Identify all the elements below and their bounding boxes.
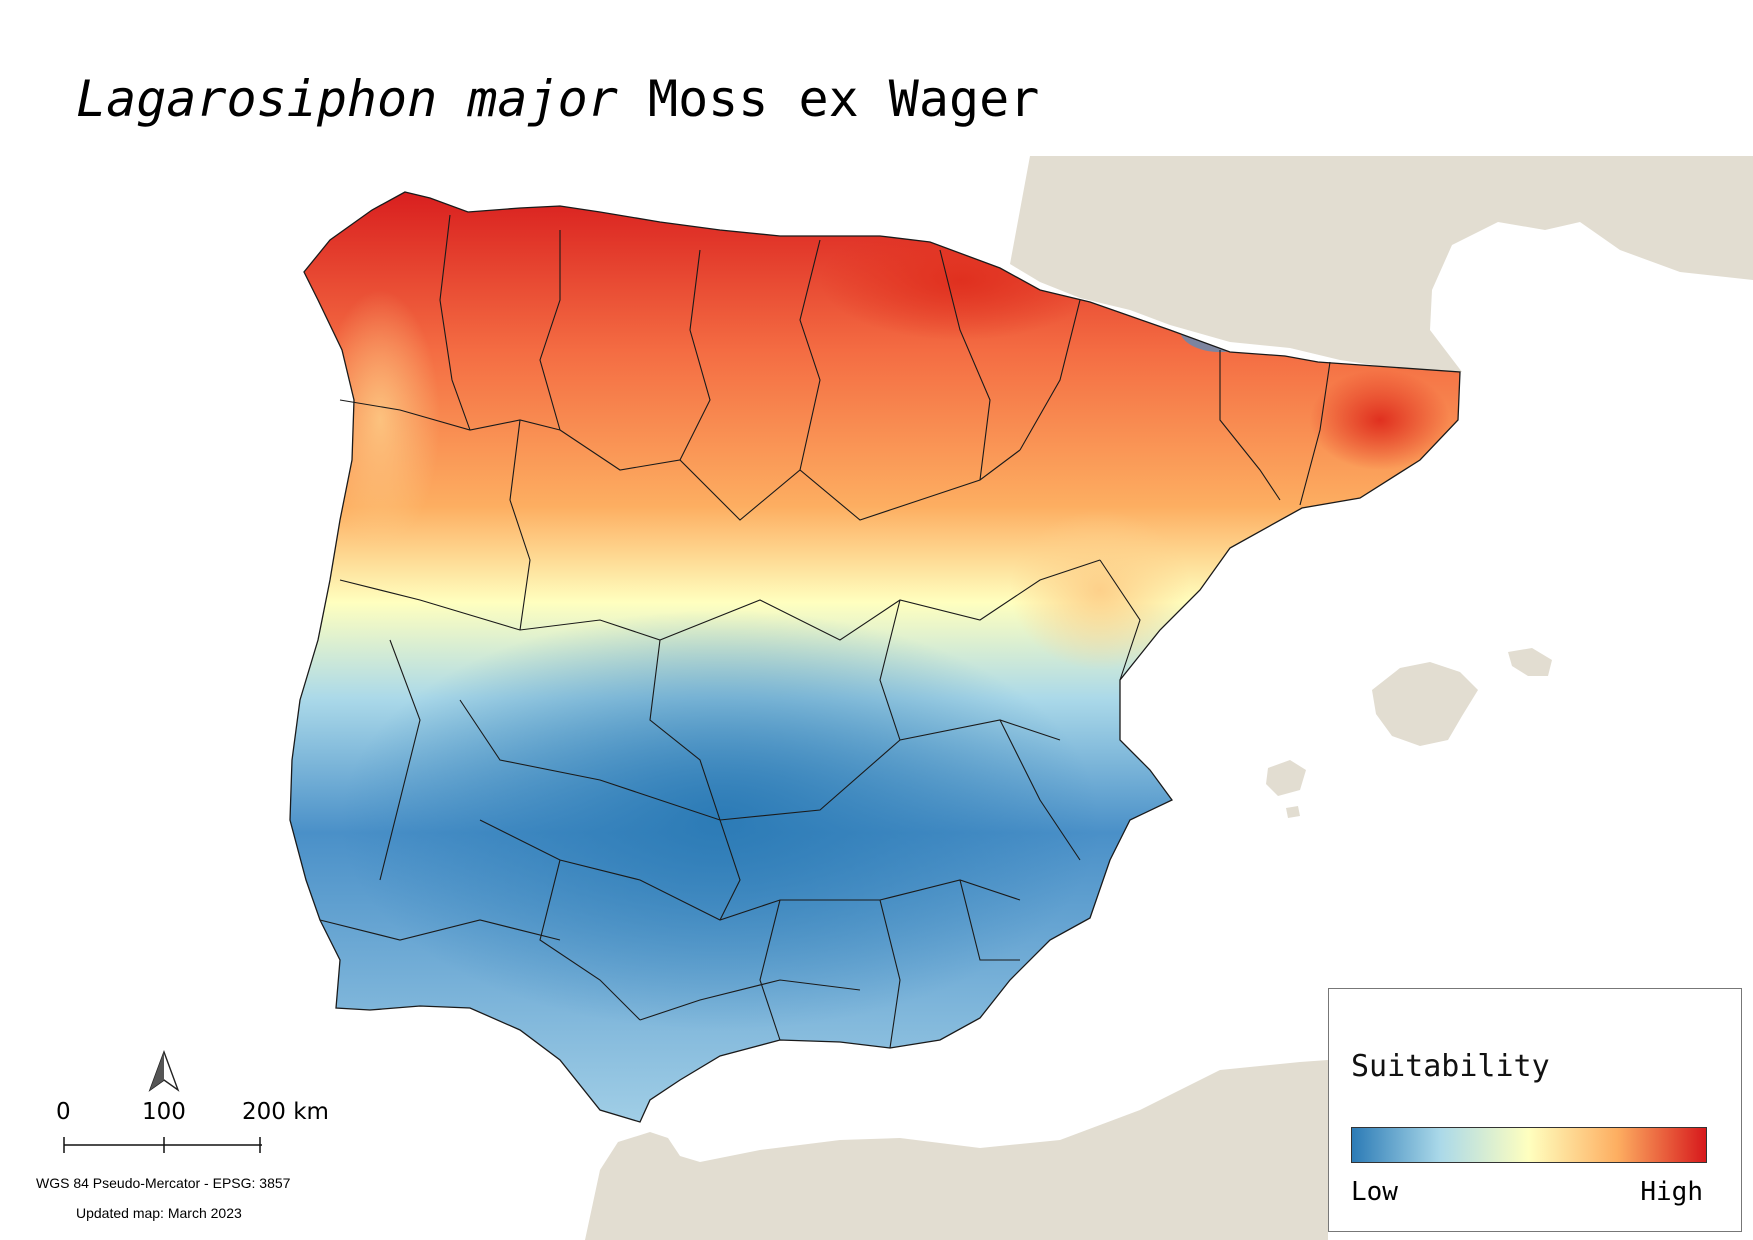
scale-label-0: 0 xyxy=(56,1099,71,1125)
scale-bar-graphic xyxy=(63,1137,262,1153)
mallorca-island xyxy=(1372,662,1478,746)
legend-low-label: Low xyxy=(1351,1177,1398,1207)
legend-panel: Suitability Low High xyxy=(1328,988,1742,1232)
species-author: Moss ex Wager xyxy=(647,70,1040,128)
iberia-coastline xyxy=(289,191,1461,1123)
map-title: Lagarosiphon major Moss ex Wager xyxy=(76,70,1039,128)
legend-title: Suitability xyxy=(1351,1049,1550,1084)
scale-bar: 0 100 200 km WGS 84 Pseudo-Mercator - EP… xyxy=(36,1045,370,1235)
menorca-island xyxy=(1508,648,1552,676)
province-borders xyxy=(319,214,1331,1049)
formentera-island xyxy=(1286,806,1300,818)
legend-high-label: High xyxy=(1640,1177,1703,1207)
ibiza-island xyxy=(1266,760,1306,796)
legend-color-ramp xyxy=(1351,1127,1707,1163)
north-africa-landmass xyxy=(585,1060,1328,1240)
scale-label-200: 200 km xyxy=(242,1099,329,1125)
species-name: Lagarosiphon major xyxy=(76,70,618,128)
france-landmass xyxy=(1010,156,1753,372)
updated-date: Updated map: March 2023 xyxy=(76,1205,242,1221)
scale-label-100: 100 xyxy=(142,1099,186,1125)
north-arrow-icon xyxy=(148,1049,180,1092)
projection-info: WGS 84 Pseudo-Mercator - EPSG: 3857 xyxy=(36,1175,291,1191)
